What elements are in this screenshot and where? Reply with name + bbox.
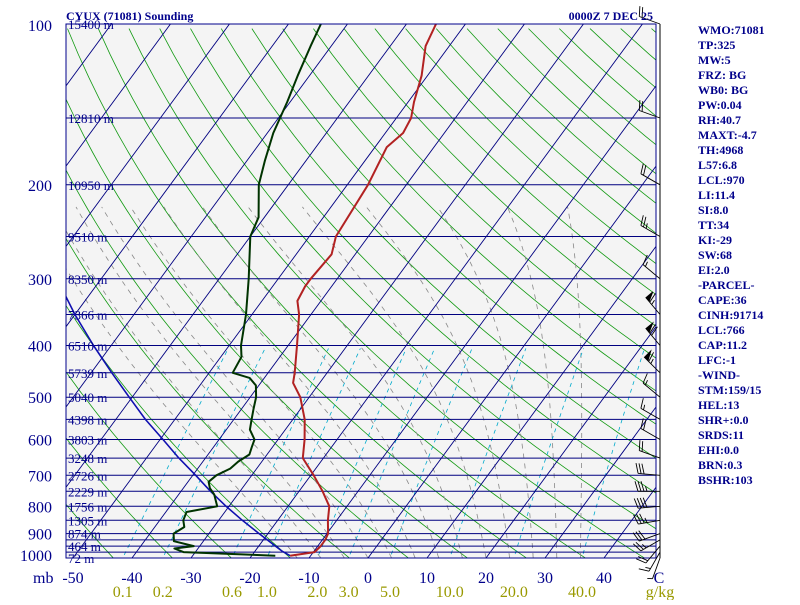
isotherm-line: [0, 12, 61, 569]
index-item: RH:40.7: [698, 113, 798, 128]
temperature-tick-label: 0: [364, 570, 372, 587]
index-item: LCL:970: [698, 173, 798, 188]
index-item: EI:2.0: [698, 263, 798, 278]
index-item: MW:5: [698, 53, 798, 68]
index-item: SI:8.0: [698, 203, 798, 218]
mixing-ratio-label: 3.0: [339, 584, 359, 600]
pressure-tick-label: 1000: [20, 548, 52, 565]
mixing-ratio-label: 20.0: [500, 584, 528, 600]
height-label: 5040 m: [68, 390, 107, 405]
index-item: PW:0.04: [698, 98, 798, 113]
height-label: 9510 m: [68, 230, 107, 245]
index-item: WB0: BG: [698, 83, 798, 98]
index-item: STM:159/15: [698, 383, 798, 398]
mixing-ratio-label: 40.0: [568, 584, 596, 600]
temperature-tick-label: 30: [537, 570, 553, 587]
height-label: 1756 m: [68, 499, 107, 514]
temperature-tick-label: 20: [478, 570, 494, 587]
isotherm-line: [0, 12, 2, 569]
index-item: SRDS:11: [698, 428, 798, 443]
height-label: 10950 m: [68, 178, 114, 193]
pressure-tick-label: 100: [28, 18, 52, 35]
height-label: 6510 m: [68, 339, 107, 354]
pressure-unit-label: mb: [33, 570, 53, 587]
index-item: EHI:0.0: [698, 443, 798, 458]
temperature-tick-label: -30: [180, 570, 201, 587]
index-item: L57:6.8: [698, 158, 798, 173]
pressure-tick-label: 400: [28, 339, 52, 356]
pressure-tick-label: 900: [28, 527, 52, 544]
index-item: MAXT:-4.7: [698, 128, 798, 143]
index-item: TP:325: [698, 38, 798, 53]
mixing-ratio-label: 0.1: [113, 584, 133, 600]
index-item: SHR+:0.0: [698, 413, 798, 428]
pressure-tick-label: 300: [28, 272, 52, 289]
mixing-ratio-label: g/kg: [646, 584, 674, 600]
index-item: -PARCEL-: [698, 278, 798, 293]
height-label: 4398 m: [68, 412, 107, 427]
index-item: LCL:766: [698, 323, 798, 338]
pressure-tick-label: 800: [28, 499, 52, 516]
plot-background: [66, 24, 656, 558]
index-item: KI:-29: [698, 233, 798, 248]
index-item: SW:68: [698, 248, 798, 263]
index-item: LFC:-1: [698, 353, 798, 368]
index-item: CINH:91714: [698, 308, 798, 323]
chart-title-right: 0000Z 7 DEC 25: [569, 9, 653, 23]
index-item: LI:11.4: [698, 188, 798, 203]
height-label: 7366 m: [68, 308, 107, 323]
index-item: WMO:71081: [698, 23, 798, 38]
index-item: BRN:0.3: [698, 458, 798, 473]
height-label: 8350 m: [68, 272, 107, 287]
mixing-ratio-label: 2.0: [307, 584, 327, 600]
mixing-ratio-label: 10.0: [436, 584, 464, 600]
height-label: 5739 m: [68, 366, 107, 381]
index-item: FRZ: BG: [698, 68, 798, 83]
pressure-tick-label: 500: [28, 390, 52, 407]
index-item: -WIND-: [698, 368, 798, 383]
mixing-ratio-label: 0.6: [222, 584, 242, 600]
index-item: TT:34: [698, 218, 798, 233]
chart-title-left: CYUX (71081) Sounding: [66, 9, 193, 23]
height-label: 2726 m: [68, 468, 107, 483]
index-item: TH:4968: [698, 143, 798, 158]
height-label: 12810 m: [68, 111, 114, 126]
height-label: 2229 m: [68, 484, 107, 499]
temperature-tick-label: 10: [419, 570, 435, 587]
index-item: HEL:13: [698, 398, 798, 413]
height-label: 3803 m: [68, 433, 107, 448]
temperature-tick-label: 40: [596, 570, 612, 587]
mixing-ratio-label: 0.2: [153, 584, 173, 600]
height-label: 72 m: [68, 551, 94, 566]
temperature-tick-label: -50: [62, 570, 83, 587]
height-label: 3248 m: [68, 451, 107, 466]
pressure-tick-label: 700: [28, 468, 52, 485]
index-item: CAP:11.2: [698, 338, 798, 353]
index-item: CAPE:36: [698, 293, 798, 308]
pressure-tick-label: 600: [28, 433, 52, 450]
mixing-ratio-label: 1.0: [257, 584, 277, 600]
mixing-ratio-label: 5.0: [380, 584, 400, 600]
index-item: BSHR:103: [698, 473, 798, 488]
pressure-tick-label: 200: [28, 178, 52, 195]
